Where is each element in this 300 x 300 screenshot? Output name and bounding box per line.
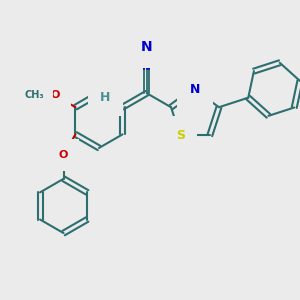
Text: N: N [141, 40, 153, 54]
Text: O: O [50, 90, 60, 100]
Text: CH₃: CH₃ [24, 90, 44, 100]
Text: H: H [100, 91, 111, 104]
Text: S: S [176, 129, 185, 142]
Text: O: O [59, 150, 68, 160]
Text: N: N [190, 83, 200, 96]
